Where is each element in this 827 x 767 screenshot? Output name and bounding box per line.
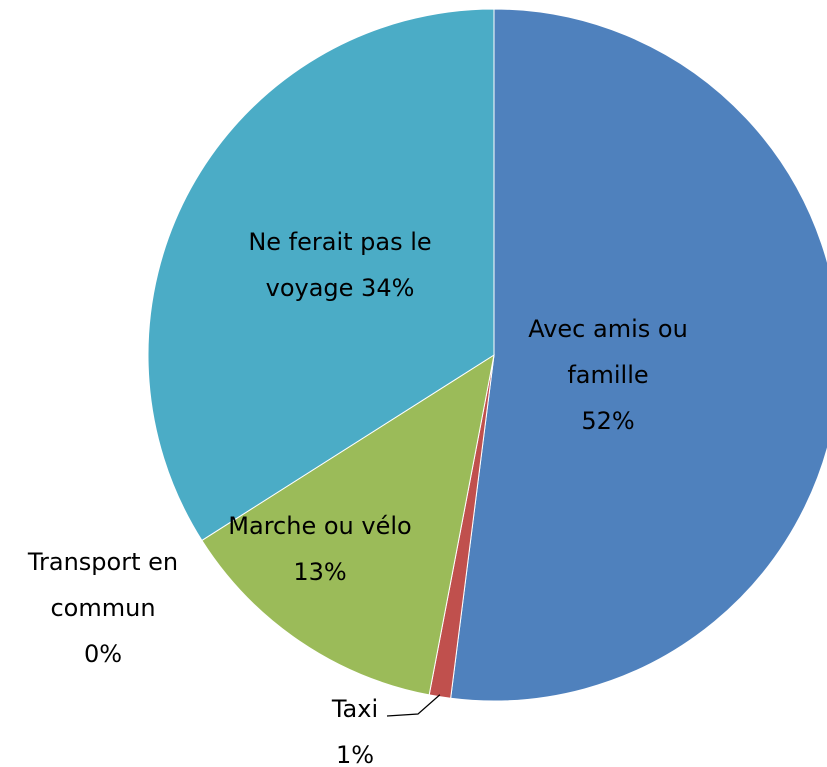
slice-label: Avec amis ou famille 52% [523,306,693,444]
slice-label: Marche ou vélo 13% [200,503,440,595]
category-label: Marche ou vélo [228,512,412,540]
pie-slice [147,8,495,542]
pie-slice [201,353,495,696]
category-label: Transport en commun [27,548,179,622]
category-label: Avec amis ou famille [528,315,688,389]
pie-slice [450,8,827,702]
category-label: Ne ferait pas le voyage [248,228,432,302]
category-label: Taxi [331,695,379,723]
value-label: 13% [293,558,347,586]
slice-label: Transport en commun 0% [18,539,188,677]
value-label: 34% [361,274,415,302]
slice-label: Taxi 1% [310,686,400,767]
value-label: 1% [335,741,375,767]
slice-label: Ne ferait pas le voyage 34% [225,219,455,311]
value-label: 0% [83,640,123,668]
value-label: 52% [581,407,635,435]
leader-line [386,694,441,717]
